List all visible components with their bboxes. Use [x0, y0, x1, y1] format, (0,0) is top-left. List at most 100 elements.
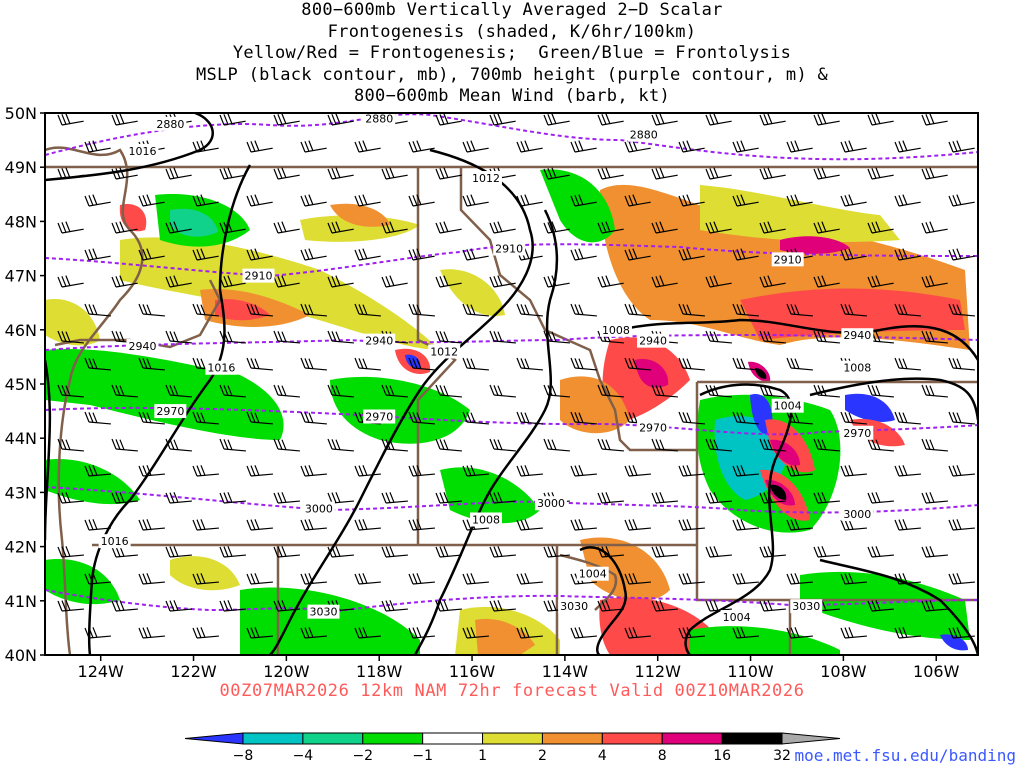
wind-barb	[732, 573, 759, 585]
wind-barb	[489, 492, 516, 504]
wind-barb	[570, 303, 597, 317]
pressure-contour	[819, 558, 978, 655]
wind-barb	[813, 221, 840, 234]
wind-barb	[273, 438, 300, 452]
wind-barb	[408, 140, 435, 153]
wind-barb	[732, 519, 759, 531]
pressure-contour	[579, 546, 628, 655]
wind-barb	[705, 330, 732, 344]
wind-barb	[165, 492, 192, 504]
title-line-1: 800−600mb Vertically Averaged 2−D Scalar	[301, 0, 723, 20]
wind-barb	[543, 221, 570, 234]
lat-tick-label: 44N	[5, 429, 37, 448]
contour-label: 3000	[305, 503, 333, 516]
wind-barb	[165, 167, 192, 180]
wind-barb	[651, 221, 678, 234]
wind-barb	[489, 438, 516, 452]
wind-barb	[948, 140, 975, 153]
wind-barb	[597, 546, 624, 558]
idaho-montana-border	[459, 167, 697, 452]
wind-barb	[786, 357, 813, 371]
contour-label: 2970	[156, 405, 184, 418]
wind-barb	[138, 627, 165, 639]
colorbar-label: 8	[658, 748, 667, 764]
wind-barb	[57, 384, 84, 398]
wind-barb	[732, 248, 759, 261]
wind-barb	[597, 384, 624, 398]
colorbar-box	[422, 732, 484, 745]
contour-label-bg	[428, 344, 461, 359]
wind-barb	[624, 573, 651, 585]
wind-barb	[462, 303, 489, 317]
wind-barb	[759, 546, 786, 558]
colorbar-label: 32	[773, 748, 791, 764]
wind-barb	[57, 275, 84, 288]
contour-label-bg	[841, 425, 874, 440]
pressure-contour	[619, 318, 978, 361]
wind-barb	[651, 600, 678, 612]
contour-label-bg	[627, 127, 660, 142]
shade-region	[440, 467, 540, 524]
wind-barb	[570, 519, 597, 531]
shade-region	[635, 359, 669, 388]
shade-region	[755, 368, 767, 379]
wind-barb	[813, 275, 840, 288]
wind-barb	[597, 221, 624, 234]
wind-barb	[867, 275, 894, 288]
height-contour	[45, 589, 978, 614]
colorbar: −8 −4 −2 −1 1 2 4 8 16 32	[184, 732, 841, 764]
source-credit[interactable]: moe.met.fsu.edu/banding	[794, 746, 1016, 765]
wind-barb	[381, 275, 408, 288]
wind-barb	[543, 275, 570, 288]
wind-barb	[273, 384, 300, 398]
wind-barb	[300, 519, 327, 531]
title-line-3: Yellow/Red = Frontogenesis; Green/Blue =…	[232, 43, 792, 64]
wind-barb	[840, 627, 867, 639]
wind-barb	[570, 248, 597, 261]
wind-barb	[921, 384, 948, 398]
wind-barb	[597, 438, 624, 452]
contour-label: 2970	[843, 427, 871, 440]
lat-tick-label: 45N	[5, 375, 37, 394]
shade-region	[330, 203, 390, 227]
wind-barb	[192, 248, 219, 261]
colorbar-box	[242, 732, 304, 745]
wind-barb	[111, 275, 138, 288]
wind-barb	[165, 438, 192, 452]
shade-region	[940, 634, 968, 651]
political-boundaries	[45, 146, 978, 655]
contour-label: 1004	[774, 400, 802, 413]
wind-barb	[948, 357, 975, 371]
wind-barb	[705, 221, 732, 234]
contour-label: 1016	[101, 535, 129, 548]
wind-barb	[543, 113, 570, 126]
wind-barb	[192, 140, 219, 153]
contour-label-bg	[771, 252, 804, 267]
wind-barb	[327, 546, 354, 558]
shade-region	[845, 393, 895, 422]
contour-label-bg	[637, 420, 670, 435]
wind-barb	[84, 140, 111, 153]
wind-barb	[624, 248, 651, 261]
lon-tick-label: 108W	[820, 662, 867, 681]
wind-barb	[192, 411, 219, 425]
wind-barb	[867, 546, 894, 558]
wind-barb	[246, 140, 273, 153]
wind-barb	[921, 167, 948, 180]
wind-barb	[300, 573, 327, 585]
wind-barb	[84, 411, 111, 425]
wind-barb	[219, 492, 246, 504]
pressure-contours	[45, 113, 978, 655]
wind-barb	[300, 627, 327, 639]
wind-barb	[732, 465, 759, 477]
contour-label: 1008	[602, 324, 630, 337]
colorbar-box	[601, 732, 663, 745]
wind-barb	[165, 221, 192, 234]
wind-barb	[894, 411, 921, 425]
wind-barb	[786, 303, 813, 317]
shade-region	[599, 597, 720, 655]
wind-barb	[921, 492, 948, 504]
wind-barb	[84, 519, 111, 531]
wind-barb	[759, 438, 786, 452]
wind-barb	[138, 519, 165, 531]
